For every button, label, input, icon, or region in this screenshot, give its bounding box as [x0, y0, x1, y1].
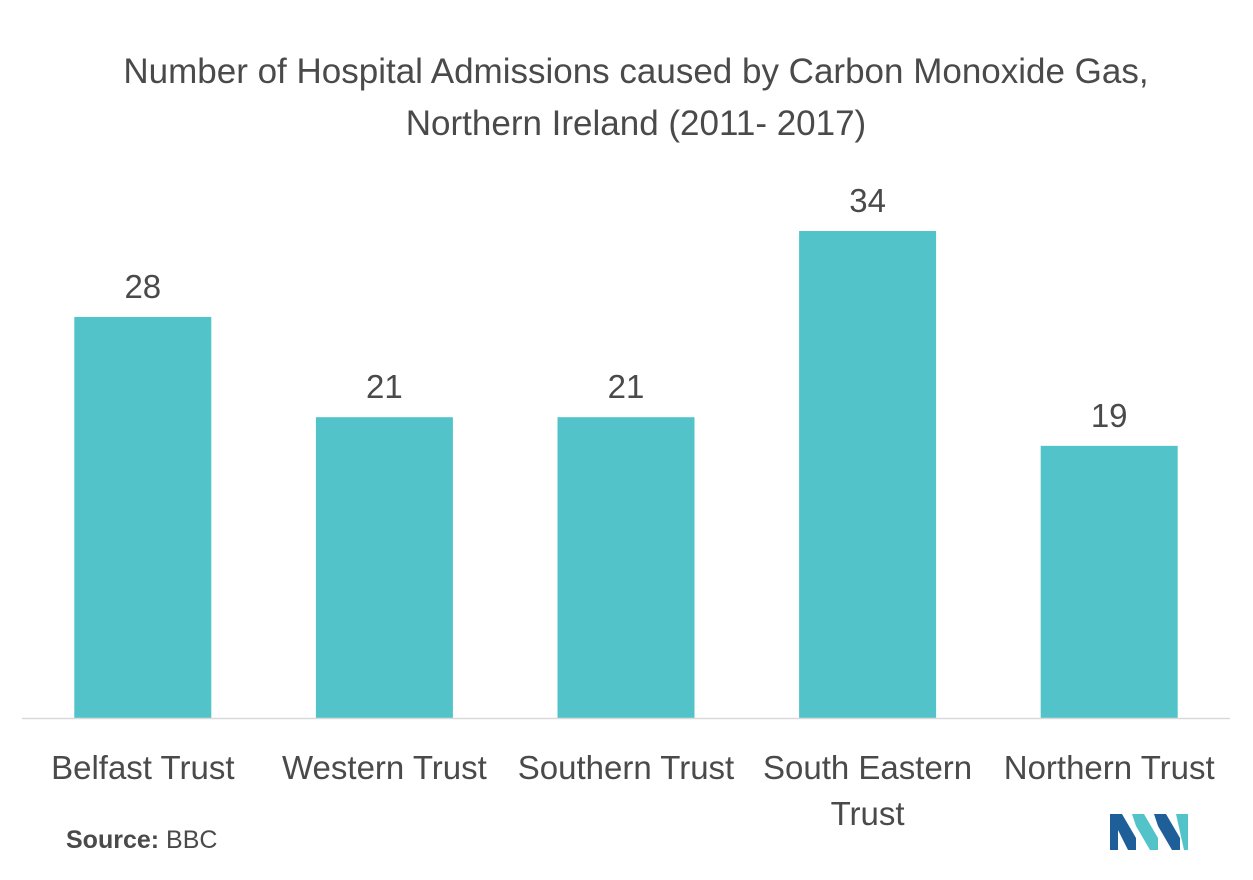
data-label-3: 21 — [608, 368, 645, 405]
category-label-5: Northern Trust — [1004, 749, 1215, 786]
mordor-intelligence-logo-icon — [1110, 814, 1188, 850]
bar-4 — [799, 231, 937, 718]
category-label-3: Southern Trust — [518, 749, 734, 786]
category-label-1: Belfast Trust — [51, 749, 234, 786]
bar-1 — [74, 316, 212, 718]
data-label-1: 28 — [124, 268, 161, 305]
data-label-4: 34 — [849, 182, 886, 219]
data-label-2: 21 — [366, 368, 403, 405]
bar-3 — [557, 417, 695, 718]
bar-5 — [1040, 445, 1178, 718]
bar-2 — [315, 417, 453, 718]
source-label: Source: — [66, 826, 160, 854]
category-label-4: South Eastern Trust — [763, 749, 972, 832]
source-note: Source: BBC — [66, 826, 217, 855]
category-label-2: Western Trust — [282, 749, 487, 786]
source-value: BBC — [166, 826, 218, 854]
data-label-5: 19 — [1091, 397, 1128, 434]
chart-title: Number of Hospital Admissions caused by … — [123, 52, 1149, 143]
